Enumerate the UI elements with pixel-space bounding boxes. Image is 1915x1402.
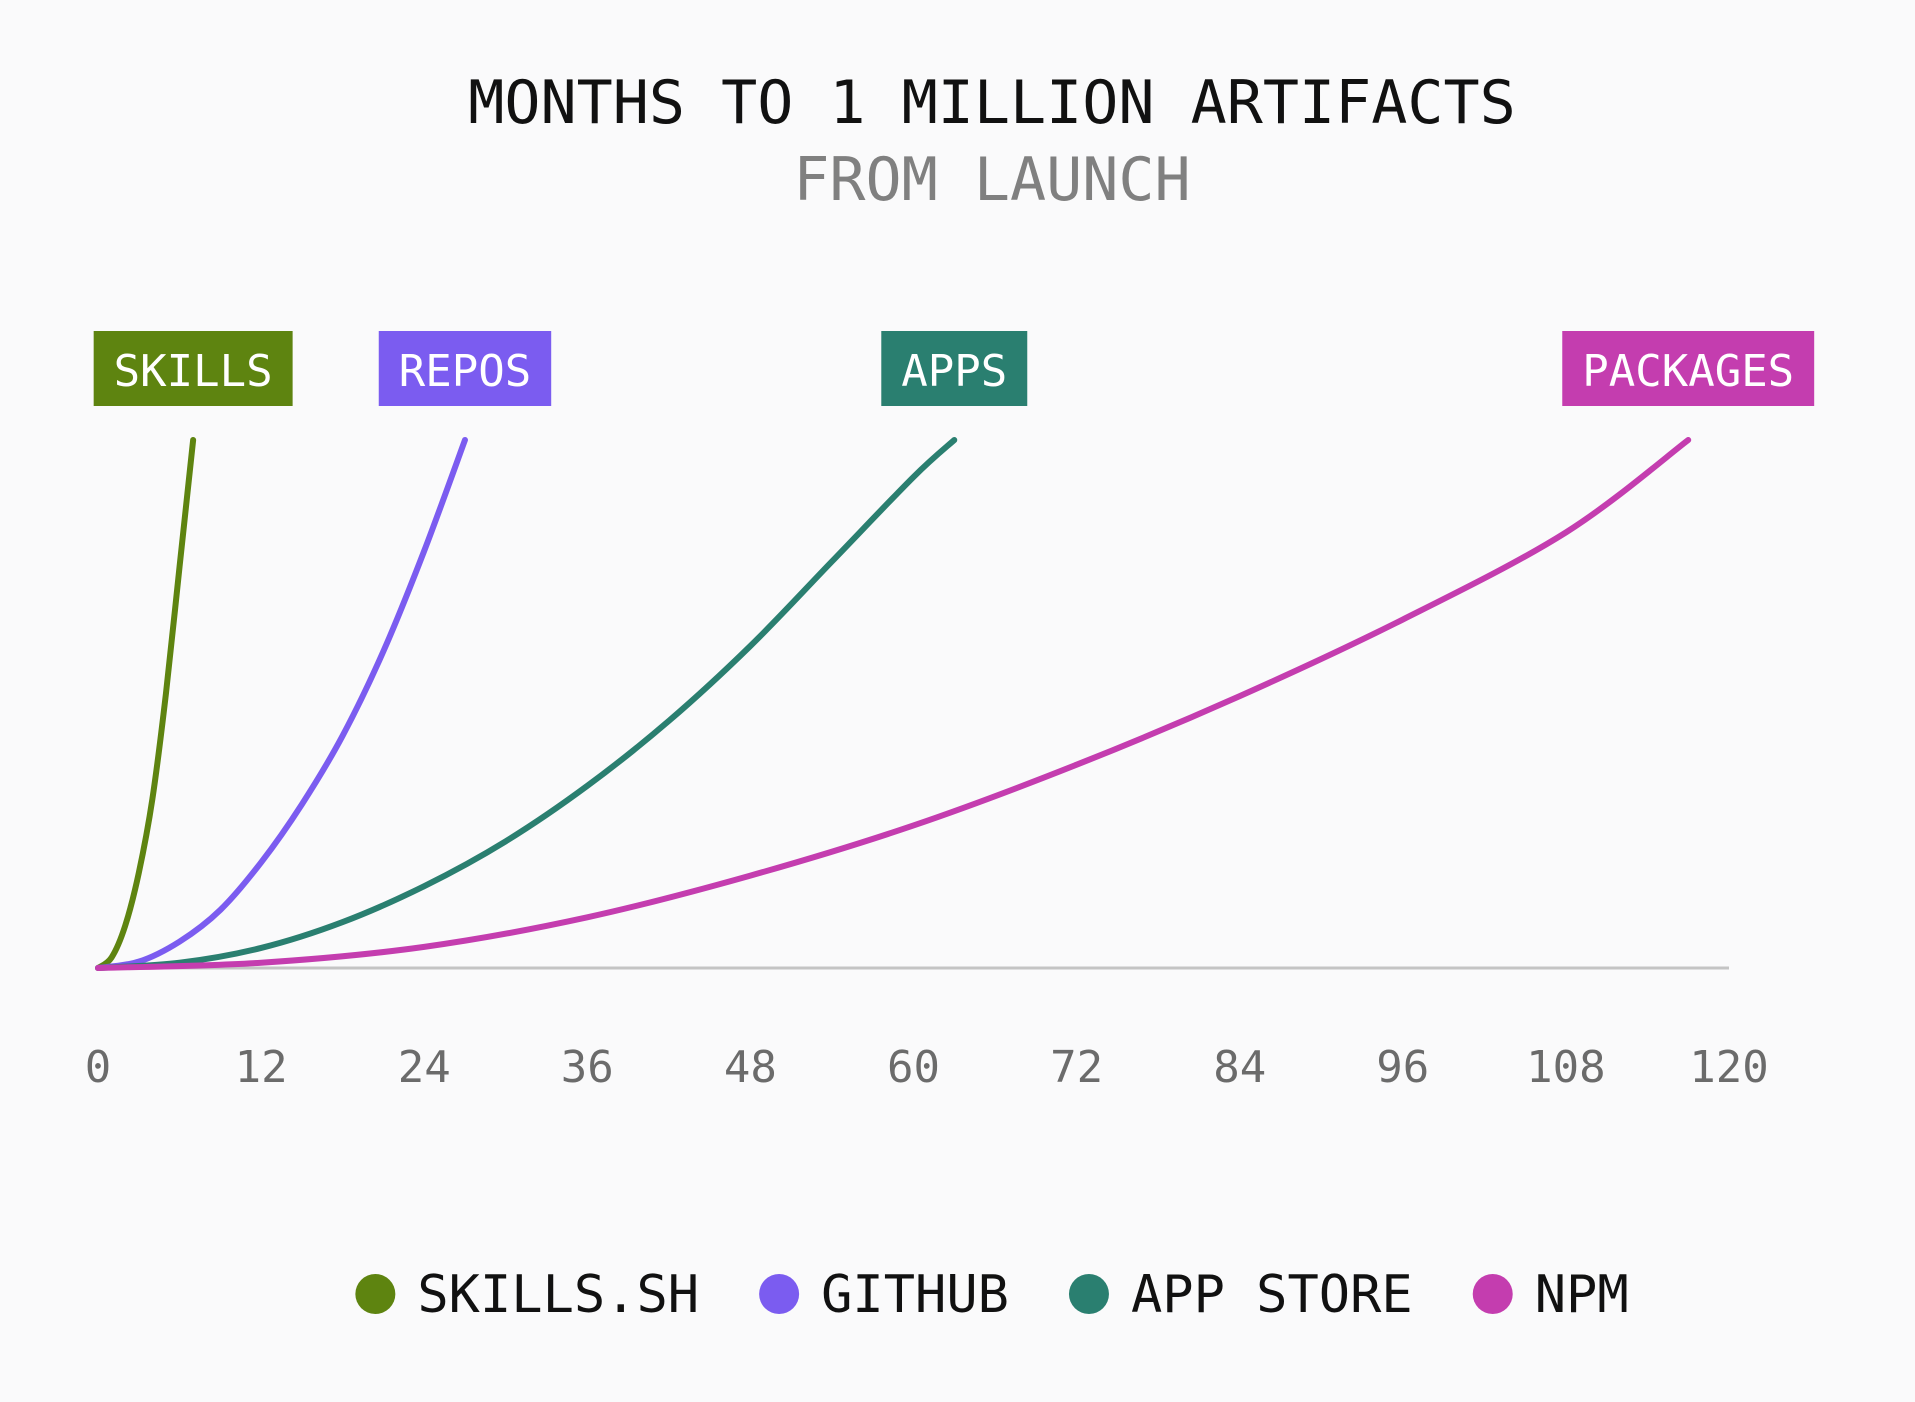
x-tick-label: 24 [398,1042,451,1093]
series-end-label-text: SKILLS [114,346,273,397]
series-labels: SKILLS REPOS APPS PACKAGES [93,331,1815,406]
legend-label: GITHUB [821,1265,1009,1325]
legend-label: NPM [1535,1265,1629,1325]
chart-title: MONTHS TO 1 MILLION ARTIFACTS [468,68,1516,138]
x-tick-label: 12 [235,1042,288,1093]
legend-dot-icon [1068,1274,1109,1314]
series-end-label-box [1562,331,1815,406]
chart-subtitle: FROM LAUNCH [793,145,1190,215]
series-end-label-text: APPS [901,346,1007,397]
plot-area [95,437,1729,971]
series-line [95,437,1692,971]
series-end-label-box [881,331,1028,406]
legend-item: GITHUB [759,1265,1009,1325]
series-end-label-text: PACKAGES [1582,346,1794,397]
series-line [95,437,197,971]
x-tick-label: 96 [1376,1042,1429,1093]
legend-label: APP STORE [1131,1265,1413,1325]
x-axis-ticks: 0 12 24 36 48 60 72 84 96 108 120 [85,1042,1769,1093]
x-tick-label: 36 [561,1042,614,1093]
legend-item: APP STORE [1068,1265,1413,1325]
series-end-label: SKILLS [93,331,293,406]
x-tick-label: 0 [85,1042,112,1093]
series-end-label-box [93,331,293,406]
series-line [95,437,958,971]
x-tick-label: 48 [724,1042,777,1093]
x-tick-label: 84 [1213,1042,1266,1093]
legend-dot-icon [1472,1274,1513,1314]
legend-dot-icon [355,1274,396,1314]
legend-label: SKILLS.SH [417,1265,699,1325]
series-end-label: APPS [881,331,1028,406]
legend: SKILLS.SH GITHUB APP STORE NPM [355,1265,1629,1325]
series-end-label-box [378,331,552,406]
legend-item: SKILLS.SH [355,1265,699,1325]
series-line [95,437,468,971]
series-end-label-text: REPOS [399,346,531,397]
series-end-label: REPOS [378,331,552,406]
series-end-label: PACKAGES [1562,331,1815,406]
x-tick-label: 60 [887,1042,940,1093]
legend-dot-icon [759,1274,800,1314]
x-tick-label: 72 [1050,1042,1103,1093]
x-tick-label: 108 [1526,1042,1605,1093]
legend-item: NPM [1472,1265,1629,1325]
x-tick-label: 120 [1689,1042,1768,1093]
